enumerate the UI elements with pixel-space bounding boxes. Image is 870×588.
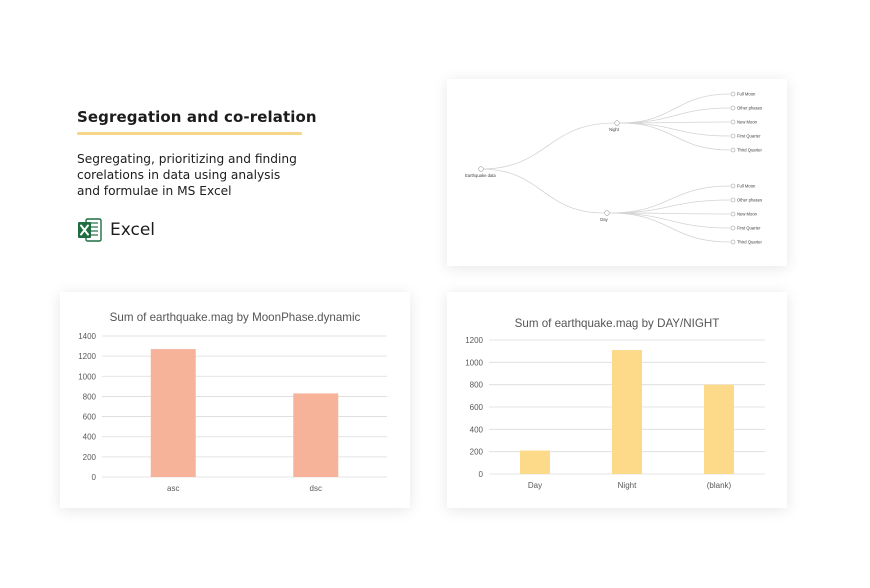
- x-tick-label: Night: [618, 481, 637, 490]
- tree-leaf-label: Other phases: [737, 106, 762, 111]
- y-tick-label: 1000: [465, 358, 483, 367]
- y-tick-label: 1200: [465, 336, 483, 345]
- tree-leaf-node: [730, 197, 736, 203]
- tree-leaf-node: [730, 91, 736, 97]
- tree-leaf-label: New Moon: [737, 212, 758, 217]
- chart-title: Sum of earthquake.mag by DAY/NIGHT: [514, 317, 720, 330]
- tree-edge: [480, 168, 605, 214]
- tree-leaf-label: First Quarter: [737, 226, 761, 231]
- decision-tree-card: Earthquake data Night Full Moon Other phase…: [447, 79, 787, 266]
- bar: [612, 350, 642, 474]
- y-tick-label: 1400: [78, 332, 96, 341]
- tree-edge: [619, 93, 731, 124]
- y-tick-label: 400: [83, 433, 97, 442]
- y-tick-label: 1200: [78, 352, 96, 361]
- tree-leaf-label: Full Moon: [737, 92, 756, 97]
- daynight-bar-chart: 0 200 400 600 800 1000 1200 Day Night (blank): [465, 336, 765, 490]
- tree-node: [614, 120, 620, 126]
- y-tick-label: 200: [470, 448, 484, 457]
- tree-edge: [609, 212, 731, 243]
- intro-section: Segregation and co-relation Segregating,…: [77, 108, 317, 199]
- tree-node: [604, 210, 610, 216]
- tool-label: Excel: [110, 220, 156, 240]
- decision-tree: Earthquake data Night Full Moon Other phase…: [465, 91, 763, 245]
- y-tick-label: 1000: [78, 372, 96, 381]
- tree-leaf-node: [730, 147, 736, 153]
- tree-edge: [619, 122, 731, 151]
- daynight-chart-card: Sum of earthquake.mag by DAY/NIGHT 0 200 4…: [447, 292, 787, 508]
- tree-leaf-node: [730, 183, 736, 189]
- chart-title: Sum of earthquake.mag by MoonPhase.dynam…: [109, 311, 361, 324]
- y-tick-label: 400: [470, 425, 484, 434]
- tree-edge: [619, 121, 731, 124]
- tree-leaf-node: [730, 105, 736, 111]
- bar: [293, 393, 339, 477]
- tree-leaf-node: [730, 133, 736, 139]
- tree-edge: [609, 185, 731, 214]
- y-tick-label: 800: [470, 381, 484, 390]
- tree-edge: [609, 212, 731, 215]
- tree-leaf-label: Third Quarter: [737, 240, 763, 245]
- tree-root-label: Earthquake data: [465, 173, 496, 178]
- moonphase-bar-chart: 0 200 400 600 800 1000 1200 1400 asc dsc: [78, 332, 387, 493]
- tree-edge: [480, 122, 615, 170]
- tree-leaf-label: First Quarter: [737, 134, 761, 139]
- tree-edge: [609, 199, 731, 214]
- section-title: Segregation and co-relation: [77, 108, 317, 126]
- y-tick-label: 600: [470, 403, 484, 412]
- section-description: Segregating, prioritizing and finding co…: [77, 152, 297, 198]
- y-tick-label: 0: [92, 473, 97, 482]
- tree-leaf-node: [730, 119, 736, 125]
- x-tick-label: Day: [528, 481, 542, 490]
- tree-branch-label: Night: [609, 127, 620, 132]
- tree-leaf-label: Other phases: [737, 198, 762, 203]
- tree-leaf-node: [730, 211, 736, 217]
- y-tick-label: 200: [83, 453, 97, 462]
- tree-edge: [619, 107, 731, 124]
- bar: [150, 349, 196, 477]
- moonphase-chart-card: Sum of earthquake.mag by MoonPhase.dynam…: [60, 292, 410, 508]
- tree-node: [478, 166, 484, 172]
- y-tick-label: 600: [83, 413, 97, 422]
- y-tick-label: 0: [479, 470, 484, 479]
- tree-leaf-node: [730, 225, 736, 231]
- x-tick-label: dsc: [310, 484, 322, 493]
- y-tick-label: 800: [83, 392, 97, 401]
- tree-leaf-label: Full Moon: [737, 184, 756, 189]
- x-tick-label: asc: [167, 484, 179, 493]
- bar: [704, 384, 734, 474]
- title-underline: [77, 132, 302, 135]
- bar: [520, 450, 550, 474]
- tree-leaf-node: [730, 239, 736, 245]
- tree-leaf-label: New Moon: [737, 120, 758, 125]
- excel-icon: [78, 218, 102, 242]
- tree-edge: [619, 122, 731, 137]
- tree-branch-label: Day: [600, 217, 608, 222]
- tree-leaf-label: Third Quarter: [737, 148, 763, 153]
- x-tick-label: (blank): [707, 481, 732, 490]
- tool-badge: Excel: [77, 217, 155, 243]
- tree-edge: [609, 212, 731, 229]
